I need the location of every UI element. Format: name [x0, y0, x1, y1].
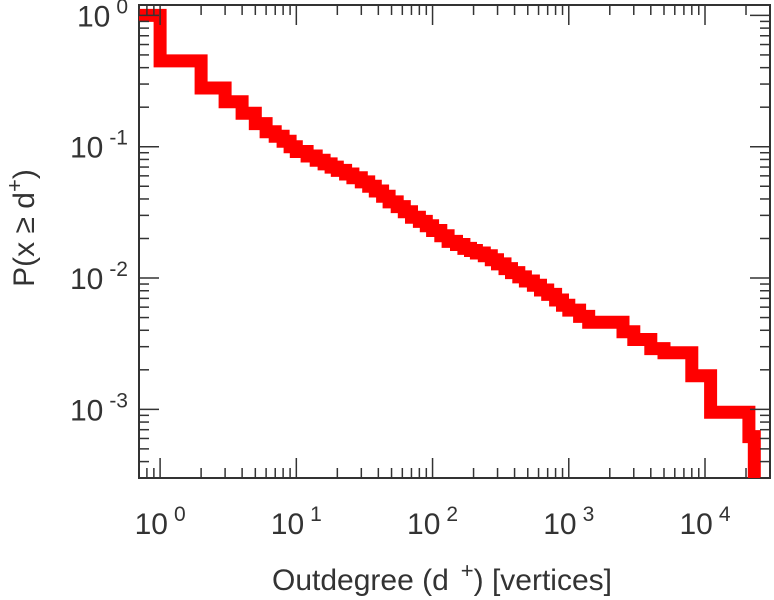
x-axis-ticks	[138, 5, 771, 478]
plot-frame	[138, 4, 771, 479]
y-tick-label: 10 -1	[70, 127, 128, 165]
x-axis-tick-labels: 10 0 10 1 10 2 10 3 10 4	[135, 503, 731, 541]
x-tick-label: 10 2	[407, 503, 458, 541]
y-tick-label: 10 -2	[70, 258, 128, 296]
x-tick-label: 10 3	[543, 503, 594, 541]
y-tick-label: 10 0	[77, 0, 128, 33]
y-axis-label: P(x ≥ d+)	[2, 169, 41, 287]
x-tick-label: 10 0	[135, 503, 186, 541]
plot-area	[138, 4, 771, 479]
y-tick-label: 10 -3	[70, 389, 128, 427]
x-tick-label: 10 4	[679, 503, 730, 541]
x-tick-label: 10 1	[271, 503, 322, 541]
x-axis-label: Outdegree (d +) [vertices]	[272, 558, 612, 597]
series-step-line	[139, 8, 761, 478]
y-axis-ticks	[139, 14, 770, 479]
